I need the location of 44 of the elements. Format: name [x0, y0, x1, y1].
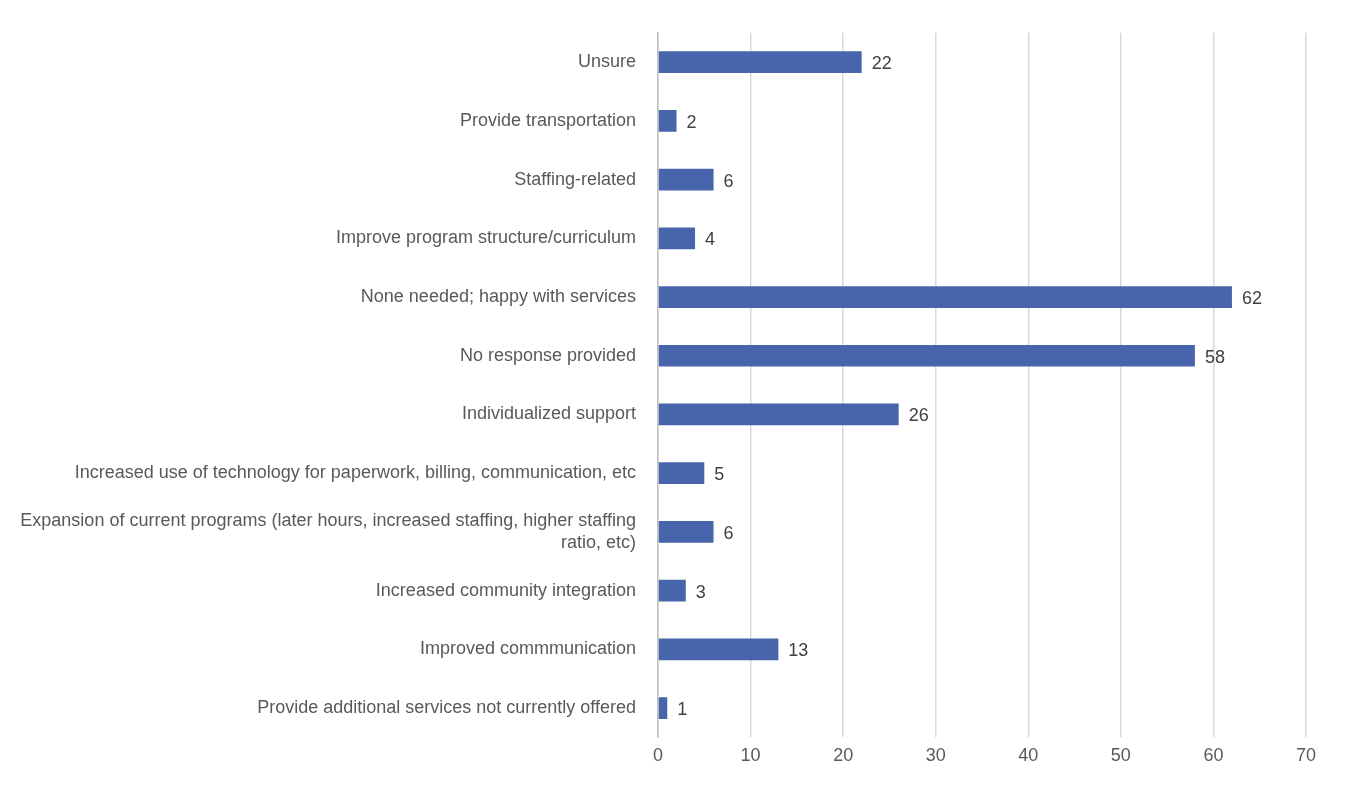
data-label: 3 — [695, 581, 706, 602]
data-label: 2 — [686, 111, 697, 132]
x-tick-label: 30 — [925, 745, 946, 766]
data-label: 6 — [723, 170, 734, 191]
y-tick-label: Staffing-related — [514, 168, 636, 189]
x-tick-label: 0 — [652, 745, 664, 766]
bar — [658, 168, 714, 191]
bar — [658, 638, 779, 661]
y-tick-label: Increased community integration — [375, 579, 636, 600]
bar — [658, 697, 668, 719]
x-tick-label: 70 — [1295, 745, 1317, 766]
data-label: 6 — [723, 522, 734, 543]
x-tick-label: 50 — [1110, 745, 1131, 766]
bar — [658, 462, 705, 485]
y-tick-label: Improved commmunication — [419, 638, 636, 659]
x-tick-label: 20 — [833, 745, 854, 766]
bar — [658, 521, 714, 543]
data-label: 26 — [908, 405, 929, 426]
data-label: 22 — [871, 53, 892, 74]
y-tick-label: Expansion of current programs (later hours, increased staffing, higher staffing ratio, etc) — [20, 510, 636, 552]
data-label: 5 — [714, 464, 725, 485]
y-tick-label: Provide additional services not currently offered — [257, 697, 636, 718]
y-tick-label: Improve program structure/curriculum — [335, 227, 636, 248]
x-tick-label: 10 — [740, 745, 761, 766]
x-tick-label: 40 — [1018, 745, 1039, 766]
data-label: 62 — [1241, 287, 1262, 308]
y-tick-label: None needed; happy with services — [360, 285, 636, 306]
bar — [658, 51, 862, 74]
data-label: 58 — [1204, 346, 1225, 367]
data-label: 1 — [677, 699, 688, 720]
y-tick-label: No response provided — [459, 344, 636, 365]
y-tick-label: Provide transportation — [459, 109, 636, 130]
x-tick-label: 60 — [1203, 745, 1224, 766]
bar — [658, 227, 696, 250]
data-label: 13 — [788, 640, 809, 661]
y-tick-label: Individualized support — [461, 403, 636, 424]
bar — [658, 110, 677, 132]
bar — [658, 579, 686, 602]
bar — [658, 286, 1232, 308]
bar — [658, 403, 899, 426]
y-tick-label: Increased use of technology for paperwork, billing, communication, etc — [74, 462, 636, 483]
bar — [658, 344, 1195, 367]
data-label: 4 — [705, 229, 716, 250]
y-tick-label: Unsure — [577, 51, 636, 72]
